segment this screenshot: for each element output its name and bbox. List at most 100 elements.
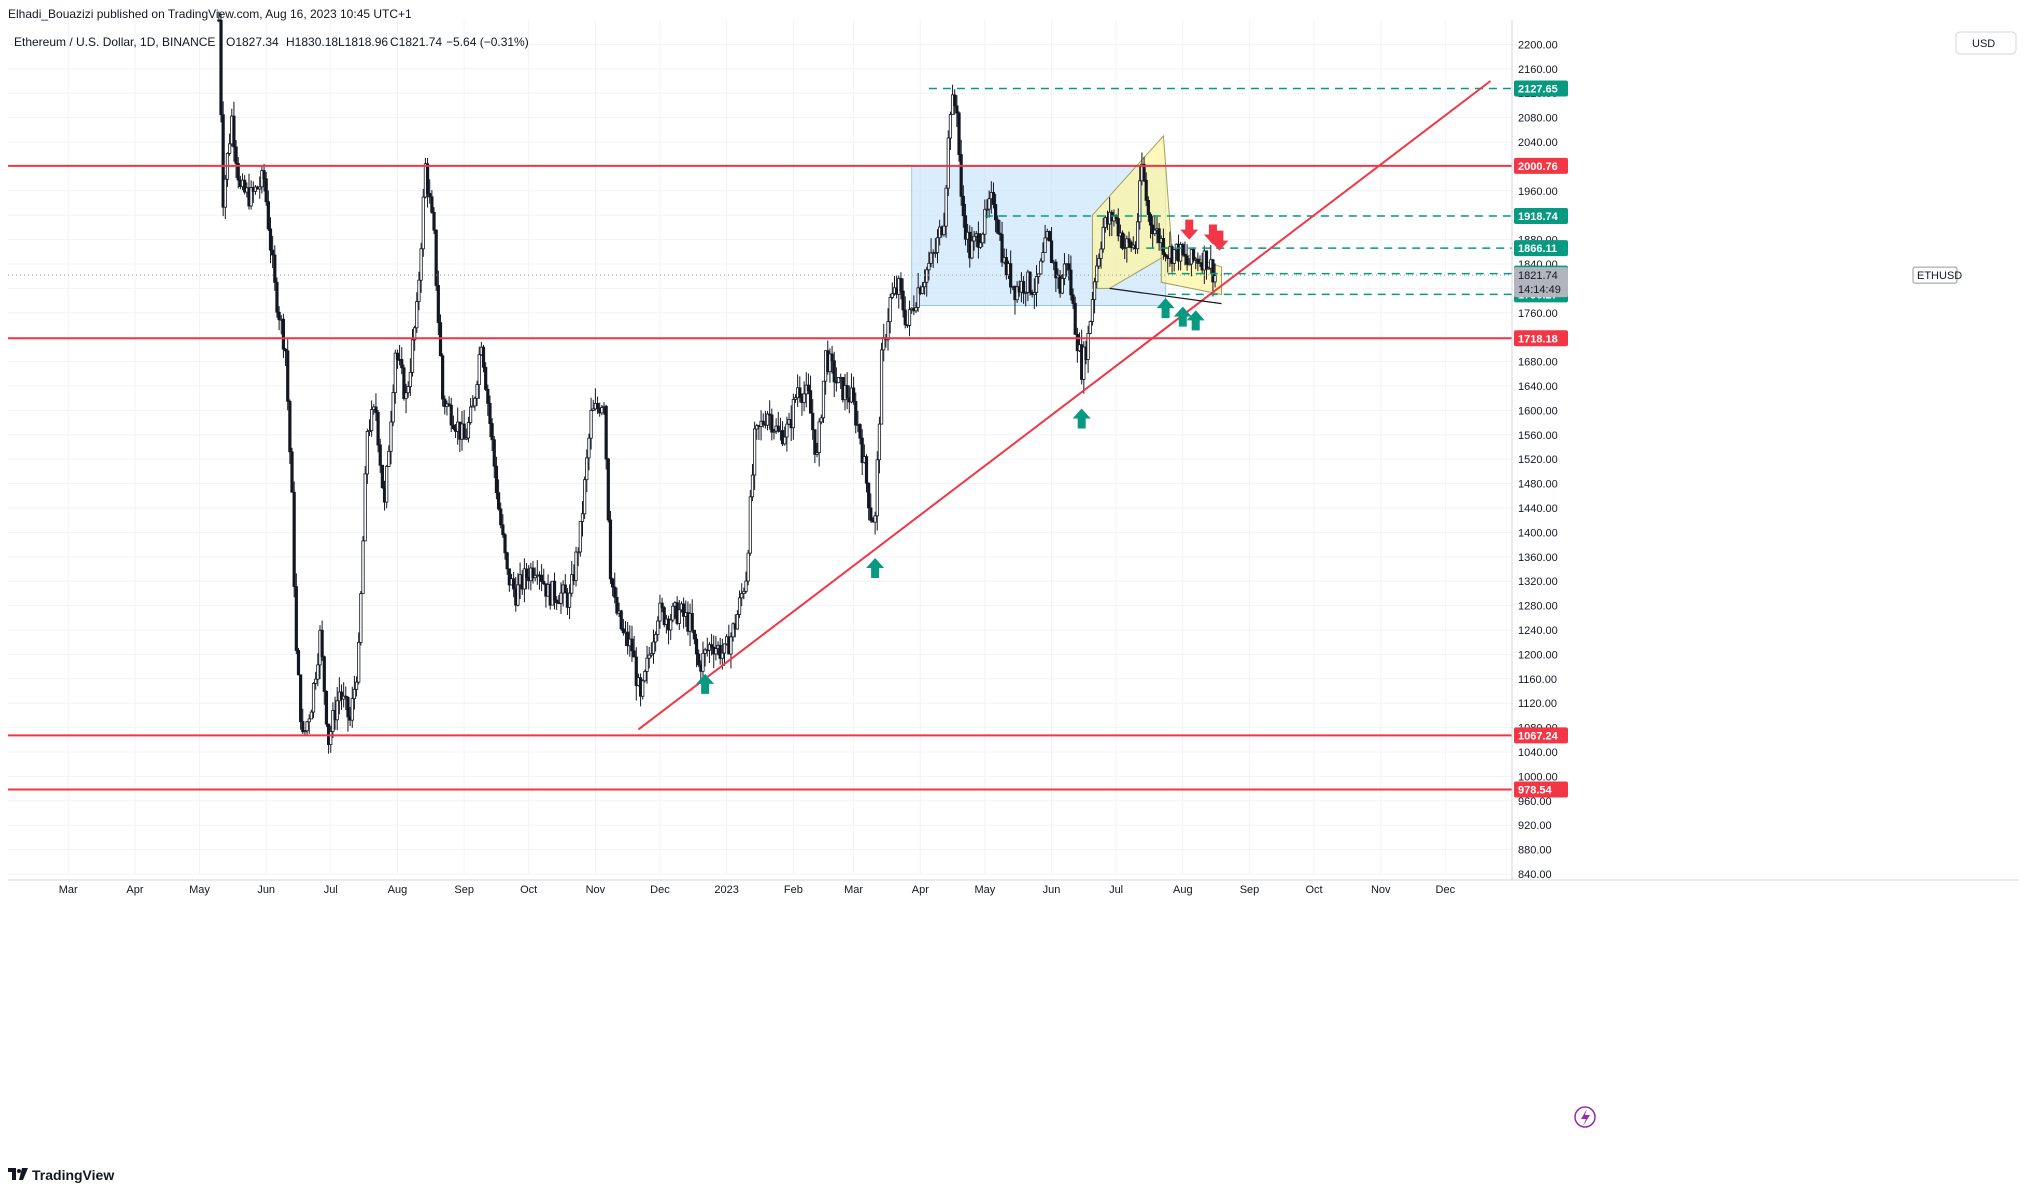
candle [811,399,815,440]
axes[interactable]: 840.00 880.00 920.00 960.00 1000.00 1040.00 10… [8,20,2019,896]
candle-body [654,634,658,643]
candle [916,273,920,312]
candle [765,411,770,431]
candle [432,207,436,234]
level-tag-bg [1514,240,1568,257]
candle [587,433,591,471]
drawing-zones [911,134,1223,306]
currency-button[interactable]: USD [1955,31,2017,55]
candle-body [613,586,617,598]
y-tick-label: 1000.00 [1518,771,1558,783]
candle [400,347,404,375]
candle-body [451,424,455,430]
candle [1123,233,1127,260]
candle-body [354,681,359,690]
candle-body [346,696,350,718]
candle-body [985,208,989,211]
candle-body [819,417,823,423]
publisher-line: Elhadi_Bouazizi published on TradingView… [8,7,412,21]
candle [933,238,937,258]
candle-body [1082,346,1086,380]
candle [524,563,529,590]
candle-body [1028,271,1032,293]
candle [1101,217,1105,253]
candle-body [961,195,965,217]
candle-body [731,623,735,638]
candle-body [718,644,722,659]
candle-body [1187,263,1191,266]
candle [873,511,877,535]
candle-body [604,405,608,460]
candle [264,172,268,206]
lightning-icon[interactable] [1574,1106,1596,1128]
candle-body [471,405,475,408]
candle [395,349,400,369]
candle [886,308,890,351]
candle [753,421,757,490]
candle-body [507,568,511,586]
horizontal-levels[interactable] [8,87,1512,791]
candle-body [473,397,477,407]
candle [473,396,477,411]
candle-body [1092,281,1097,301]
candle [361,536,365,595]
candle-body [703,649,707,654]
candle-body [1183,254,1187,257]
candle-body [821,380,826,419]
candle-body [1185,255,1189,265]
candle-body [996,219,1000,234]
candle-body [221,114,225,208]
candle-body [552,580,557,601]
candle [488,395,492,438]
candle [755,423,759,440]
candle-body [963,215,968,240]
candle [385,464,389,509]
candle-body [286,350,290,402]
up-arrow-icon [1186,310,1205,331]
candle [613,572,617,604]
candle-body [929,252,933,264]
y-tick-label: 1240.00 [1518,625,1558,637]
candle-body [615,596,619,614]
candle [512,572,516,598]
candle-body [978,242,983,248]
candle-body [923,281,927,288]
candle [234,140,238,179]
candle [471,395,475,408]
candle [1183,241,1187,266]
candle-body [755,425,759,430]
x-tick-label: Jul [1109,884,1123,896]
candle-body [742,590,746,594]
level-tag-bg [1514,157,1568,174]
candle [994,193,998,233]
candle [660,597,664,613]
candle [451,415,455,431]
candle [991,182,996,209]
candle-body [567,592,572,608]
candle-body [428,193,432,198]
candle-body [701,652,705,672]
candle [671,602,675,623]
candle [985,199,989,219]
candle [632,635,636,658]
candle [987,190,991,218]
candle [677,599,681,630]
candle [669,613,673,640]
candle-body [484,366,488,390]
candle-body [1204,250,1209,269]
candle-body [890,293,894,298]
candle-body [828,353,832,373]
candle-body [335,700,339,721]
candle-body [475,384,479,399]
candle [1028,271,1032,296]
candle-body [677,609,681,624]
trendlines[interactable] [637,80,1492,731]
candle [1073,296,1077,335]
candle [815,442,819,458]
y-tick-label: 1160.00 [1518,674,1557,686]
candle [914,302,918,314]
candle-body [729,636,733,655]
candle-body [1086,332,1090,360]
candle [1039,258,1043,276]
